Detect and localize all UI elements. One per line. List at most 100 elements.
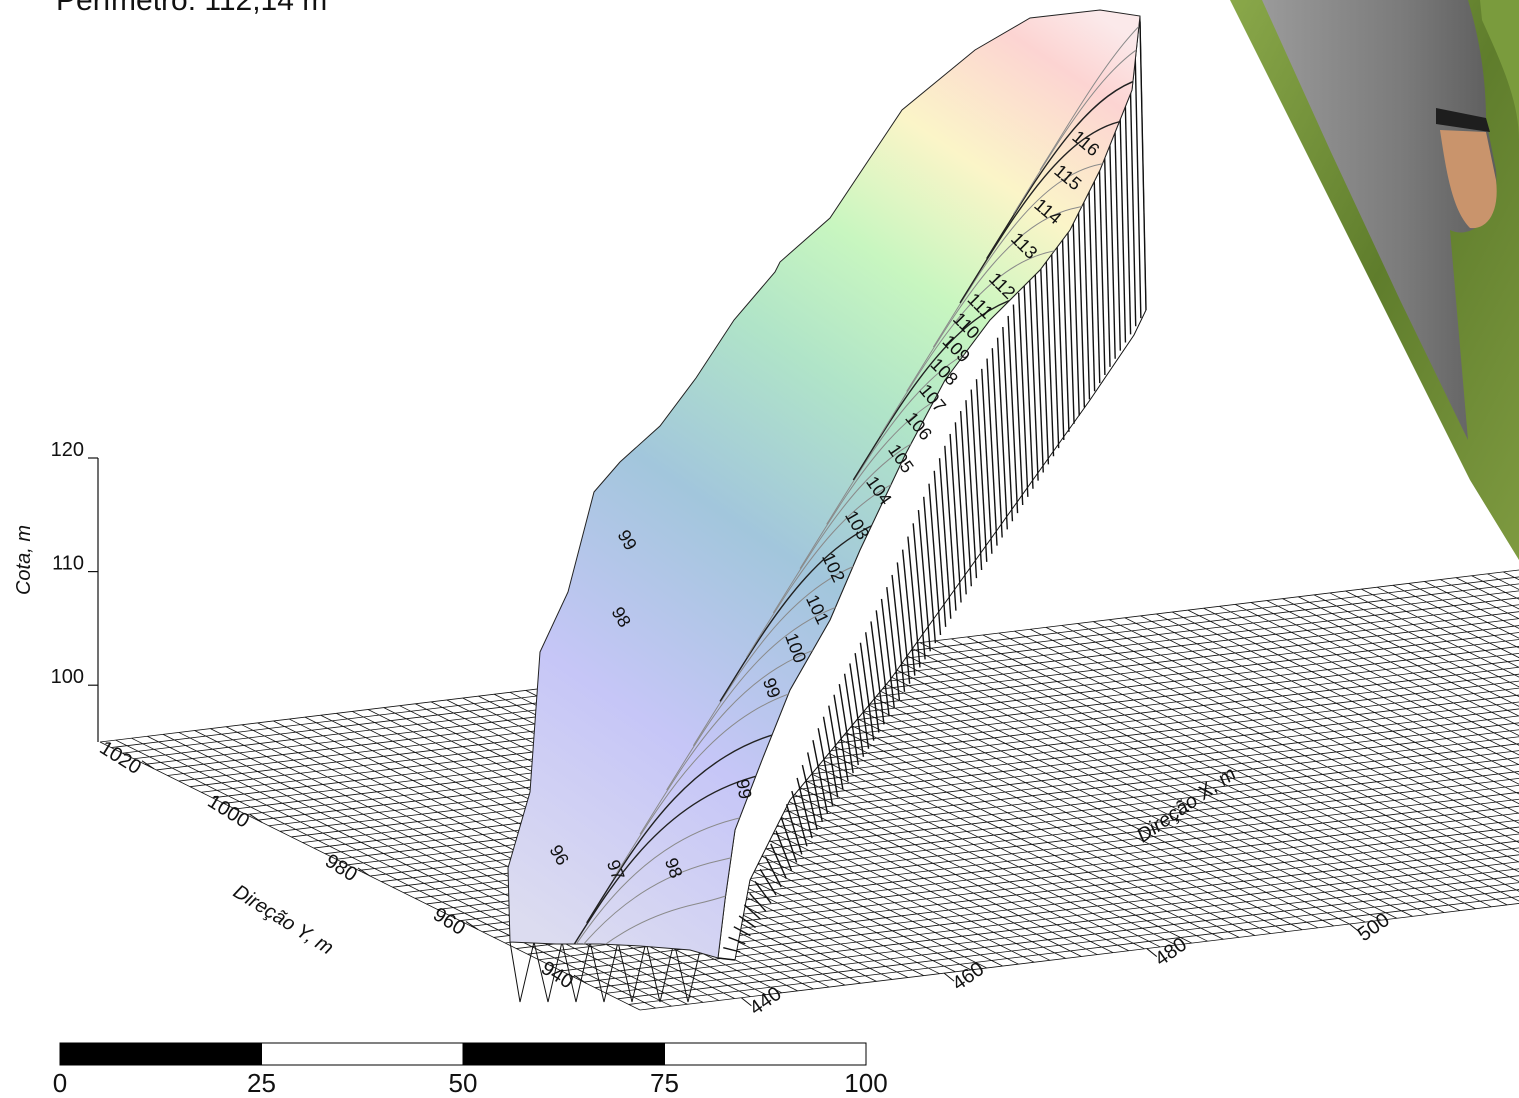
scale-bar: 0 25 50 75 100 — [53, 1042, 888, 1098]
grid-line-y — [549, 847, 1519, 966]
side-wall-stripe — [1039, 242, 1050, 465]
side-wall-stripe — [970, 389, 983, 571]
side-wall-stripe — [1023, 280, 1034, 489]
side-wall-stripe — [880, 598, 895, 709]
z-axis-title: Cota, m — [13, 525, 35, 595]
side-wall-stripe — [1044, 229, 1055, 457]
side-wall-stripe — [743, 904, 762, 920]
photo-person-grass-icon — [1230, 0, 1519, 560]
x-tick-label: 460 — [948, 958, 988, 995]
side-wall-stripe — [933, 470, 947, 627]
side-wall-stripe — [859, 642, 875, 741]
side-wall-stripe — [991, 348, 1003, 538]
side-wall-stripe — [759, 868, 777, 896]
y-tick — [357, 867, 371, 877]
side-wall-stripe — [838, 684, 854, 774]
grid-line-y — [516, 826, 1519, 949]
grid-line-y — [527, 833, 1519, 955]
y-tick-label: 960 — [429, 903, 469, 939]
side-wall-stripe — [780, 817, 798, 863]
side-wall-stripe — [796, 777, 813, 839]
side-wall-stripe — [833, 694, 849, 782]
side-wall-stripe — [944, 445, 957, 611]
side-wall-stripe — [775, 830, 793, 871]
grid-line-y — [313, 701, 1519, 849]
grid-line-y — [223, 646, 1519, 804]
side-wall-stripe — [791, 790, 808, 847]
side-wall-stripe — [806, 752, 824, 823]
side-wall-stripe — [1134, 32, 1142, 319]
side-wall-stripe — [901, 549, 916, 676]
z-tick-label: 110 — [52, 553, 84, 575]
side-wall-stripe — [738, 915, 756, 929]
side-wall-stripe — [954, 422, 967, 595]
contour-116 — [1012, 10, 1140, 215]
side-wall-stripe — [817, 728, 834, 806]
grid-line-y — [201, 632, 1519, 793]
side-wall-stripe — [1033, 255, 1044, 473]
grid-line-y — [572, 861, 1519, 977]
scale-bar-label: 100 — [844, 1068, 887, 1098]
side-wall-stripe — [996, 337, 1008, 530]
grid-line-y — [617, 889, 1519, 1000]
surface-side-walls — [509, 15, 1147, 1003]
side-wall-stripe — [1012, 304, 1024, 506]
y-tick — [573, 974, 587, 984]
y-tick-label: 980 — [321, 850, 361, 886]
side-wall-stripe — [822, 716, 839, 798]
scale-bar-segment — [59, 1042, 262, 1066]
side-wall-stripe — [886, 587, 901, 701]
contour-111 — [879, 103, 1140, 436]
side-wall-stripe — [965, 400, 978, 579]
side-wall-stripe — [912, 523, 926, 660]
contour-112 — [906, 61, 1140, 392]
side-wall-stripe — [1017, 292, 1029, 497]
side-wall-stripe — [723, 947, 741, 953]
side-wall-stripe — [981, 368, 993, 554]
z-tick-label: 100 — [51, 666, 84, 688]
side-wall-stripe — [770, 843, 788, 880]
scale-bar-label: 75 — [650, 1068, 679, 1098]
x-tick — [1349, 923, 1360, 933]
side-wall-stripe — [1028, 268, 1039, 481]
grid-line-y — [268, 673, 1519, 827]
grid-line-y — [212, 639, 1519, 799]
x-tick-label: 500 — [1354, 909, 1394, 946]
side-wall-stripe — [870, 621, 885, 725]
side-wall-stripe — [801, 764, 818, 831]
scale-bar-segment — [462, 1042, 665, 1066]
side-wall-stripe — [754, 881, 772, 904]
side-wall-stripe — [828, 705, 844, 790]
side-wall-stripe — [785, 804, 803, 855]
side-wall-stripe — [959, 411, 973, 587]
scale-bar-label: 0 — [53, 1068, 67, 1098]
contour-117 — [1039, 10, 1140, 171]
x-tick — [943, 972, 955, 982]
side-wall-stripe — [896, 562, 911, 684]
side-wall-stripe — [1007, 315, 1019, 514]
grid-line-y — [246, 659, 1519, 815]
y-tick — [249, 813, 263, 823]
scale-bar-label: 50 — [449, 1068, 478, 1098]
side-wall-stripe — [928, 483, 942, 636]
side-wall-stripe — [1139, 21, 1147, 311]
scale-bar-segment — [261, 1042, 464, 1066]
grid-line-x — [1329, 592, 1519, 688]
x-tick — [741, 997, 752, 1007]
grid-line-y — [606, 882, 1519, 994]
y-tick — [141, 760, 155, 770]
grid-line-y — [234, 652, 1519, 810]
side-wall-stripe — [854, 653, 870, 749]
side-wall-stripe — [923, 496, 937, 644]
grid-line-y — [583, 868, 1519, 983]
side-wall-stripe — [733, 926, 751, 937]
grid-line-y — [279, 680, 1519, 832]
grid-line-y — [178, 618, 1519, 782]
side-wall-stripe — [865, 632, 880, 733]
y-tick-label: 1000 — [204, 790, 253, 832]
side-wall-stripe — [986, 358, 998, 546]
grid-line-y — [538, 840, 1519, 961]
side-wall-stripe — [764, 856, 782, 888]
scale-bar-segment — [664, 1042, 867, 1066]
